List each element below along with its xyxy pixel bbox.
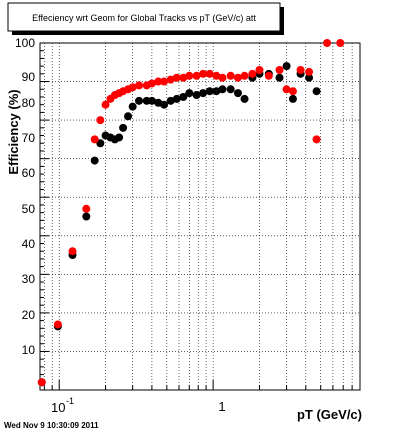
y-tick-label: 50 bbox=[22, 202, 36, 216]
data-point bbox=[128, 83, 137, 92]
data-point bbox=[68, 247, 77, 256]
data-point bbox=[336, 39, 345, 47]
data-point bbox=[205, 87, 214, 96]
data-point bbox=[312, 87, 321, 96]
data-point bbox=[82, 212, 91, 221]
data-point bbox=[166, 75, 175, 84]
data-point bbox=[305, 67, 314, 76]
data-point bbox=[96, 139, 105, 148]
data-point bbox=[135, 96, 144, 105]
data-point bbox=[226, 71, 235, 80]
data-point bbox=[53, 320, 62, 329]
data-point bbox=[135, 81, 144, 90]
data-point bbox=[323, 39, 332, 47]
data-point bbox=[199, 69, 208, 78]
data-point bbox=[205, 69, 214, 78]
data-point bbox=[154, 77, 163, 86]
data-point bbox=[226, 85, 235, 94]
data-point bbox=[128, 102, 137, 111]
data-point bbox=[160, 77, 169, 86]
data-point bbox=[172, 94, 181, 103]
data-point bbox=[212, 87, 221, 96]
data-point bbox=[212, 71, 221, 80]
data-point bbox=[240, 71, 249, 80]
data-point bbox=[264, 71, 273, 80]
title-box bbox=[7, 2, 281, 32]
y-tick-label: 70 bbox=[22, 131, 36, 145]
y-axis-title: Efficiency (%) bbox=[6, 89, 21, 174]
data-point bbox=[312, 135, 321, 144]
x-tick-label: 1 bbox=[218, 399, 225, 414]
data-point bbox=[240, 94, 249, 103]
y-tick-label: 90 bbox=[22, 70, 36, 84]
y-tick-label: 10 bbox=[22, 343, 36, 357]
data-point bbox=[192, 71, 201, 80]
axis-ticks bbox=[40, 42, 361, 391]
data-point bbox=[119, 123, 128, 132]
data-point bbox=[147, 96, 156, 105]
data-point bbox=[218, 85, 227, 94]
data-point bbox=[275, 65, 284, 74]
x-tick-label-exponent: -1 bbox=[66, 396, 74, 406]
data-point bbox=[275, 73, 284, 82]
data-point bbox=[282, 85, 291, 94]
timestamp: Wed Nov 9 10:30:09 2011 bbox=[4, 421, 99, 430]
y-tick-label: 60 bbox=[22, 166, 36, 180]
y-tick-label: 40 bbox=[22, 237, 36, 251]
data-point bbox=[255, 65, 264, 74]
data-point bbox=[147, 79, 156, 88]
data-point bbox=[218, 73, 227, 82]
data-points bbox=[37, 39, 345, 387]
data-point bbox=[185, 89, 194, 98]
y-tick-label: 20 bbox=[22, 308, 36, 322]
data-point bbox=[233, 89, 242, 98]
data-point bbox=[115, 133, 124, 142]
data-point bbox=[199, 89, 208, 98]
data-point bbox=[160, 100, 169, 109]
y-tick-label: 30 bbox=[22, 272, 36, 286]
data-point bbox=[192, 91, 201, 100]
y-tick-label: 100 bbox=[15, 36, 35, 50]
data-point bbox=[305, 73, 314, 82]
chart-title: Effeciency wrt Geom for Global Tracks vs… bbox=[32, 13, 256, 23]
data-point bbox=[82, 204, 91, 213]
data-point bbox=[124, 112, 133, 121]
data-point bbox=[288, 87, 297, 96]
data-point bbox=[37, 378, 46, 387]
y-tick-label: 80 bbox=[22, 96, 36, 110]
plot-frame bbox=[39, 42, 361, 391]
x-axis-title: pT (GeV/c) bbox=[297, 407, 362, 422]
data-point bbox=[90, 156, 99, 165]
data-point bbox=[172, 73, 181, 82]
data-point bbox=[96, 116, 105, 125]
data-point bbox=[282, 62, 291, 71]
data-point bbox=[166, 96, 175, 105]
data-point bbox=[179, 92, 188, 101]
data-point bbox=[90, 135, 99, 144]
data-point bbox=[233, 73, 242, 82]
data-point bbox=[296, 65, 305, 74]
x-tick-label: 10 bbox=[51, 400, 65, 415]
data-point bbox=[101, 100, 110, 109]
data-point bbox=[288, 94, 297, 103]
data-point bbox=[185, 71, 194, 80]
data-point bbox=[248, 69, 257, 78]
